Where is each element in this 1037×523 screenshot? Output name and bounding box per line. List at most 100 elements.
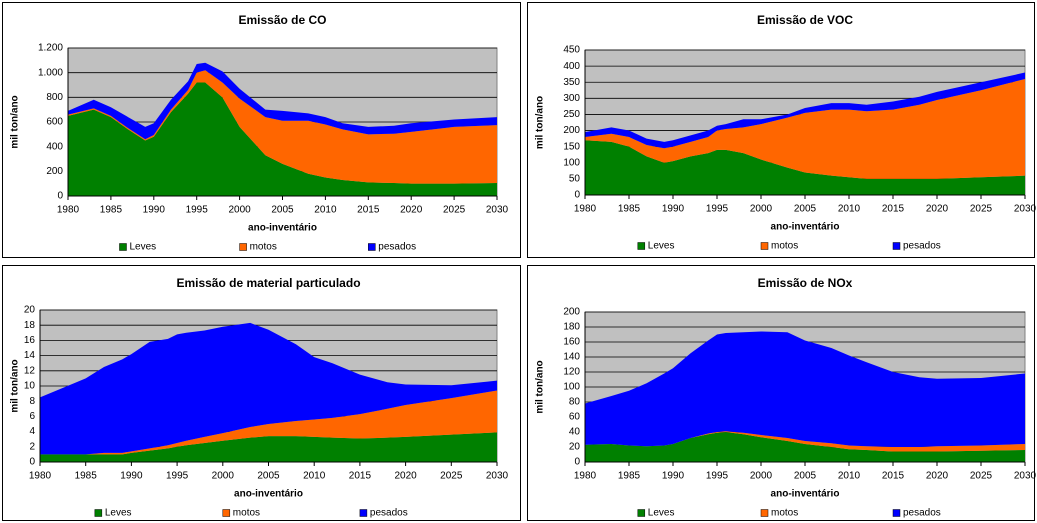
legend-label: motos — [771, 241, 798, 252]
x-tick-label: 2030 — [486, 471, 509, 482]
x-tick-label: 1985 — [100, 205, 123, 216]
legend-label: motos — [250, 242, 277, 253]
y-axis-label: mil ton/ano — [10, 359, 21, 412]
x-tick-label: 2010 — [838, 204, 861, 215]
x-tick-label: 2030 — [1014, 471, 1037, 482]
x-tick-label: 2015 — [357, 205, 380, 216]
legend-swatch — [222, 509, 231, 517]
area — [585, 140, 1025, 195]
x-tick-label: 1990 — [143, 205, 166, 216]
x-tick-label: 2005 — [794, 204, 817, 215]
y-tick-label: 100 — [563, 382, 580, 393]
x-tick-label: 1995 — [166, 471, 189, 482]
y-tick-label: 18 — [24, 320, 36, 331]
y-tick-label: 10 — [24, 381, 36, 392]
y-axis-label: mil ton/ano — [10, 95, 21, 148]
x-tick-label: 1990 — [662, 471, 685, 482]
y-tick-label: 1.200 — [38, 43, 63, 54]
legend-label: Leves — [648, 508, 675, 519]
y-tick-label: 80 — [569, 397, 581, 408]
x-tick-label: 2005 — [257, 471, 280, 482]
chart-title: Emissão de VOC — [757, 13, 853, 27]
y-tick-label: 16 — [24, 335, 36, 346]
y-tick-label: 20 — [24, 305, 36, 316]
legend-swatch — [637, 509, 646, 517]
x-tick-label: 1985 — [75, 471, 98, 482]
x-tick-label: 2020 — [400, 205, 423, 216]
y-tick-label: 14 — [24, 350, 36, 361]
x-tick-label: 1995 — [706, 204, 729, 215]
y-tick-label: 450 — [563, 45, 580, 56]
legend-label: motos — [771, 508, 798, 519]
x-axis-label: ano-inventário — [234, 489, 303, 500]
x-tick-label: 1980 — [57, 205, 80, 216]
x-tick-label: 2000 — [212, 471, 235, 482]
legend-swatch — [892, 242, 901, 250]
y-tick-label: 600 — [46, 117, 63, 128]
chart-title: Emissão de CO — [238, 13, 326, 27]
legend-label: pesados — [378, 242, 416, 253]
x-tick-label: 2015 — [882, 471, 905, 482]
x-tick-label: 1985 — [618, 471, 641, 482]
area — [585, 331, 1025, 447]
x-axis-label: ano-inventário — [771, 489, 840, 500]
x-tick-label: 2010 — [303, 471, 326, 482]
x-axis-label: ano-inventário — [771, 222, 840, 233]
legend-swatch — [368, 243, 376, 251]
chart-title: Emissão de NOx — [758, 276, 853, 290]
x-tick-label: 1980 — [574, 204, 597, 215]
legend-swatch — [637, 242, 646, 250]
area — [68, 70, 497, 184]
area — [68, 82, 497, 196]
y-tick-label: 160 — [563, 337, 580, 348]
y-tick-label: 4 — [29, 426, 35, 437]
area — [40, 432, 497, 462]
x-tick-label: 2000 — [750, 471, 773, 482]
y-tick-label: 140 — [563, 352, 580, 363]
y-tick-label: 12 — [24, 365, 36, 376]
x-tick-label: 2005 — [271, 205, 294, 216]
x-tick-label: 2015 — [349, 471, 372, 482]
x-tick-label: 1995 — [186, 205, 209, 216]
chart-title: Emissão de material particulado — [176, 276, 360, 290]
x-tick-label: 1980 — [574, 471, 597, 482]
legend-label: motos — [233, 508, 260, 519]
y-axis-label: mil ton/ano — [535, 360, 546, 413]
y-tick-label: 6 — [29, 411, 35, 422]
y-tick-label: 8 — [29, 396, 35, 407]
x-tick-label: 2020 — [926, 471, 949, 482]
legend-swatch — [892, 509, 901, 517]
x-tick-label: 1985 — [618, 204, 641, 215]
y-tick-label: 1.000 — [38, 67, 63, 78]
legend-label: pesados — [370, 508, 408, 519]
area — [585, 431, 1025, 452]
y-tick-label: 0 — [57, 191, 63, 202]
area — [40, 322, 497, 455]
y-tick-label: 200 — [563, 125, 580, 136]
x-tick-label: 2005 — [794, 471, 817, 482]
area — [585, 79, 1025, 179]
x-tick-label: 2030 — [486, 205, 509, 216]
x-tick-label: 2020 — [394, 471, 417, 482]
x-tick-label: 2030 — [1014, 204, 1037, 215]
y-tick-label: 0 — [29, 457, 35, 468]
x-tick-label: 1980 — [29, 471, 52, 482]
y-tick-label: 150 — [563, 141, 580, 152]
legend-label: pesados — [903, 508, 941, 519]
x-tick-label: 2010 — [314, 205, 337, 216]
y-tick-label: 250 — [563, 109, 580, 120]
x-tick-label: 2010 — [838, 471, 861, 482]
x-axis-label: ano-inventário — [248, 223, 317, 234]
y-axis-label: mil ton/ano — [535, 96, 546, 149]
y-tick-label: 800 — [46, 92, 63, 103]
x-tick-label: 2025 — [970, 204, 993, 215]
y-tick-label: 400 — [46, 141, 63, 152]
legend-label: Leves — [648, 241, 675, 252]
x-tick-label: 1990 — [120, 471, 143, 482]
y-tick-label: 100 — [563, 157, 580, 168]
y-tick-label: 0 — [574, 190, 580, 201]
y-tick-label: 400 — [563, 61, 580, 72]
legend-label: Leves — [105, 508, 132, 519]
y-tick-label: 200 — [563, 307, 580, 318]
